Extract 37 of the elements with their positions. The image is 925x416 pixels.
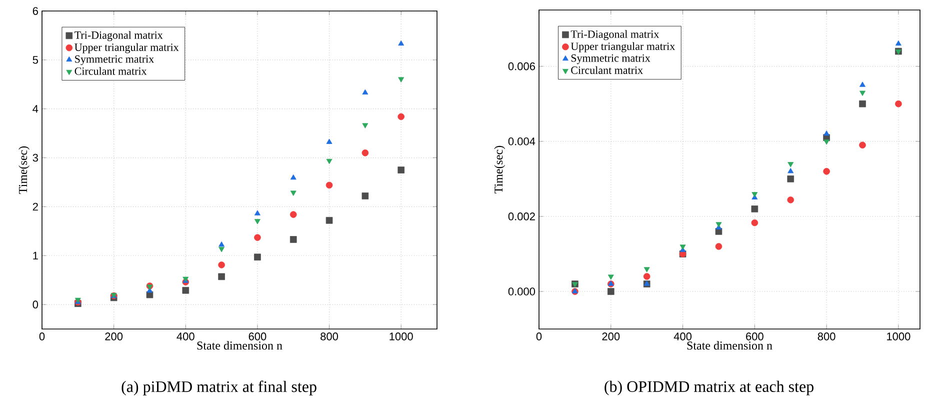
y-tick-label: 0.002 — [508, 212, 535, 220]
x-tick-label: 0 — [536, 332, 542, 340]
legend-label: Circulant matrix — [571, 66, 643, 74]
text: (b) OPIDMD matrix at each step — [604, 380, 814, 396]
legend-label: Tri-Diagonal matrix — [74, 31, 163, 42]
legend-label: Circulant matrix — [74, 67, 147, 75]
y-tick-label: 1 — [33, 252, 38, 260]
x-axis-title: State dimension n — [687, 341, 772, 350]
x-tick-label: 600 — [248, 332, 266, 340]
legend-label: Upper triangular matrix — [570, 42, 675, 52]
x-tick-label: 1000 — [887, 332, 910, 340]
x-tick-label: 800 — [818, 332, 836, 340]
y-tick-label: 0.000 — [508, 288, 536, 296]
x-tick-label: 1000 — [390, 332, 413, 340]
legend-label: Upper triangular matrix — [74, 43, 179, 54]
x-tick-label: 400 — [674, 332, 692, 340]
y-tick-label: 0.004 — [508, 137, 536, 146]
x-tick-label: 800 — [320, 332, 338, 340]
y-tick-label: 2 — [32, 202, 38, 211]
y-tick-label: 4 — [32, 105, 38, 113]
legend-label: Tri-Diagonal matrix — [570, 30, 660, 40]
text: (a) piDMD matrix at final step — [122, 380, 316, 396]
x-tick-label: 600 — [746, 332, 764, 340]
x-tick-label: 200 — [602, 332, 620, 340]
y-tick-label: 5 — [32, 56, 38, 64]
y-tick-label: 0.006 — [508, 62, 535, 70]
y-tick-label: 6 — [32, 7, 38, 15]
x-tick-label: 400 — [176, 332, 194, 340]
y-axis-title: Time(sec) — [494, 146, 506, 194]
legend-label: Symmetric matrix — [75, 55, 154, 66]
y-axis-title: Time(sec) — [18, 146, 30, 194]
x-axis-title: State dimension n — [197, 341, 282, 350]
legend-label: Symmetric matrix — [571, 54, 650, 64]
x-tick-label: 200 — [105, 332, 123, 340]
y-tick-label: 0 — [32, 300, 38, 308]
x-tick-label: 0 — [39, 332, 45, 340]
y-tick-label: 3 — [32, 154, 38, 162]
